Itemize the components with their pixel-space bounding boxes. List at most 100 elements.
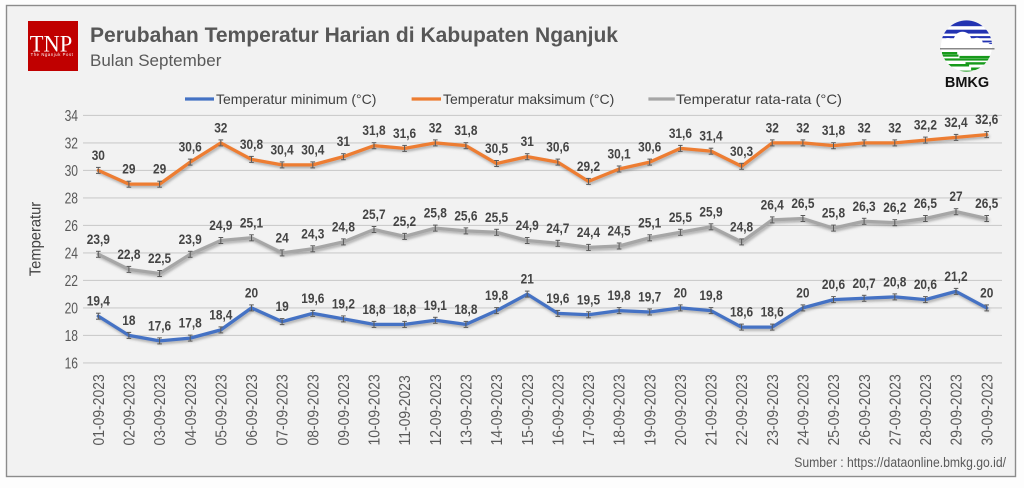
svg-text:16-09-2023: 16-09-2023 (551, 374, 568, 445)
svg-text:31,4: 31,4 (699, 128, 723, 144)
svg-text:20: 20 (980, 284, 993, 300)
svg-text:17,8: 17,8 (179, 315, 202, 331)
svg-text:17,6: 17,6 (148, 317, 171, 333)
svg-text:24: 24 (275, 229, 289, 245)
svg-text:25,5: 25,5 (485, 209, 508, 225)
svg-text:23,9: 23,9 (179, 231, 202, 247)
svg-text:20: 20 (65, 299, 79, 317)
svg-text:32,2: 32,2 (914, 117, 937, 133)
svg-text:18,6: 18,6 (730, 304, 753, 320)
svg-text:The Nganjuk Post: The Nganjuk Post (31, 52, 74, 57)
svg-text:19,2: 19,2 (332, 295, 355, 311)
svg-text:22-09-2023: 22-09-2023 (735, 374, 752, 445)
svg-text:26,2: 26,2 (883, 199, 906, 215)
svg-text:24,9: 24,9 (516, 217, 539, 233)
svg-text:23,9: 23,9 (87, 231, 110, 247)
svg-text:19,5: 19,5 (577, 291, 600, 307)
svg-text:16: 16 (65, 354, 79, 372)
svg-text:19,4: 19,4 (87, 293, 111, 309)
svg-text:19,8: 19,8 (699, 287, 722, 303)
svg-text:32: 32 (429, 119, 442, 135)
svg-text:27-09-2023: 27-09-2023 (888, 374, 905, 445)
svg-text:14-09-2023: 14-09-2023 (490, 374, 507, 445)
svg-text:19,6: 19,6 (546, 290, 569, 306)
svg-text:25,2: 25,2 (393, 213, 416, 229)
svg-text:25,1: 25,1 (638, 214, 661, 230)
svg-text:18,8: 18,8 (393, 301, 416, 317)
svg-text:26,5: 26,5 (975, 195, 998, 211)
svg-text:24,8: 24,8 (332, 218, 355, 234)
svg-text:30,5: 30,5 (485, 140, 508, 156)
svg-text:Sumber : https://dataonline.bm: Sumber : https://dataonline.bmkg.go.id/ (794, 454, 1006, 470)
svg-text:Temperatur: Temperatur (27, 202, 45, 276)
svg-text:07-09-2023: 07-09-2023 (275, 374, 292, 445)
svg-text:24,9: 24,9 (209, 217, 232, 233)
svg-text:Bulan September: Bulan September (90, 51, 222, 70)
svg-text:BMKG: BMKG (945, 75, 989, 91)
svg-text:15-09-2023: 15-09-2023 (520, 374, 537, 445)
svg-text:30,6: 30,6 (638, 139, 661, 155)
svg-text:17-09-2023: 17-09-2023 (581, 374, 598, 445)
svg-text:30,6: 30,6 (179, 139, 202, 155)
svg-text:20,6: 20,6 (914, 276, 937, 292)
svg-text:Perubahan Temperatur Harian di: Perubahan Temperatur Harian di Kabupaten… (90, 24, 618, 47)
svg-text:26,4: 26,4 (761, 196, 785, 212)
svg-text:05-09-2023: 05-09-2023 (214, 374, 231, 445)
svg-text:19,1: 19,1 (424, 297, 447, 313)
svg-text:21: 21 (521, 271, 534, 287)
svg-text:21,2: 21,2 (944, 268, 967, 284)
svg-text:25,5: 25,5 (669, 209, 692, 225)
svg-text:18,4: 18,4 (209, 306, 233, 322)
svg-text:23-09-2023: 23-09-2023 (765, 374, 782, 445)
svg-text:19: 19 (275, 298, 288, 314)
svg-text:02-09-2023: 02-09-2023 (122, 374, 139, 445)
svg-text:25,1: 25,1 (240, 214, 263, 230)
svg-text:27: 27 (949, 188, 962, 204)
svg-text:30,6: 30,6 (546, 139, 569, 155)
svg-text:24,3: 24,3 (301, 225, 324, 241)
svg-text:21-09-2023: 21-09-2023 (704, 374, 721, 445)
svg-text:29-09-2023: 29-09-2023 (949, 374, 966, 445)
svg-text:20: 20 (674, 284, 687, 300)
svg-text:30,3: 30,3 (730, 143, 753, 159)
svg-text:31,8: 31,8 (822, 122, 845, 138)
svg-text:09-09-2023: 09-09-2023 (336, 374, 353, 445)
svg-text:31: 31 (521, 133, 534, 149)
svg-text:19,8: 19,8 (485, 287, 508, 303)
svg-text:32: 32 (857, 119, 870, 135)
svg-text:28-09-2023: 28-09-2023 (918, 374, 935, 445)
svg-text:20-09-2023: 20-09-2023 (673, 374, 690, 445)
svg-text:18: 18 (65, 326, 79, 344)
svg-text:25,7: 25,7 (362, 206, 385, 222)
svg-text:25,6: 25,6 (454, 207, 477, 223)
svg-text:22,8: 22,8 (117, 246, 140, 262)
svg-text:29,2: 29,2 (577, 158, 600, 174)
svg-text:26,5: 26,5 (914, 195, 937, 211)
svg-text:26-09-2023: 26-09-2023 (857, 374, 874, 445)
svg-text:01-09-2023: 01-09-2023 (91, 374, 108, 445)
svg-text:20: 20 (245, 284, 258, 300)
svg-text:32: 32 (796, 119, 809, 135)
svg-text:24,7: 24,7 (546, 220, 569, 236)
svg-text:30,1: 30,1 (608, 146, 631, 162)
svg-text:32,4: 32,4 (944, 114, 968, 130)
svg-text:19,6: 19,6 (301, 290, 324, 306)
svg-text:34: 34 (65, 106, 79, 124)
svg-text:12-09-2023: 12-09-2023 (428, 374, 445, 445)
svg-text:20: 20 (796, 284, 809, 300)
svg-text:25-09-2023: 25-09-2023 (826, 374, 843, 445)
svg-text:10-09-2023: 10-09-2023 (367, 374, 384, 445)
svg-text:30-09-2023: 30-09-2023 (980, 374, 997, 445)
svg-text:11-09-2023: 11-09-2023 (398, 375, 415, 445)
svg-text:30: 30 (65, 161, 79, 179)
svg-text:24,5: 24,5 (608, 223, 631, 239)
svg-text:28: 28 (65, 189, 79, 207)
svg-text:25,8: 25,8 (822, 205, 845, 221)
svg-text:19,8: 19,8 (608, 287, 631, 303)
svg-text:30,4: 30,4 (301, 141, 325, 157)
svg-text:TNP: TNP (30, 32, 73, 58)
svg-text:32: 32 (888, 119, 901, 135)
svg-text:19,7: 19,7 (638, 289, 661, 305)
svg-text:31,8: 31,8 (362, 122, 385, 138)
svg-text:03-09-2023: 03-09-2023 (153, 374, 170, 445)
